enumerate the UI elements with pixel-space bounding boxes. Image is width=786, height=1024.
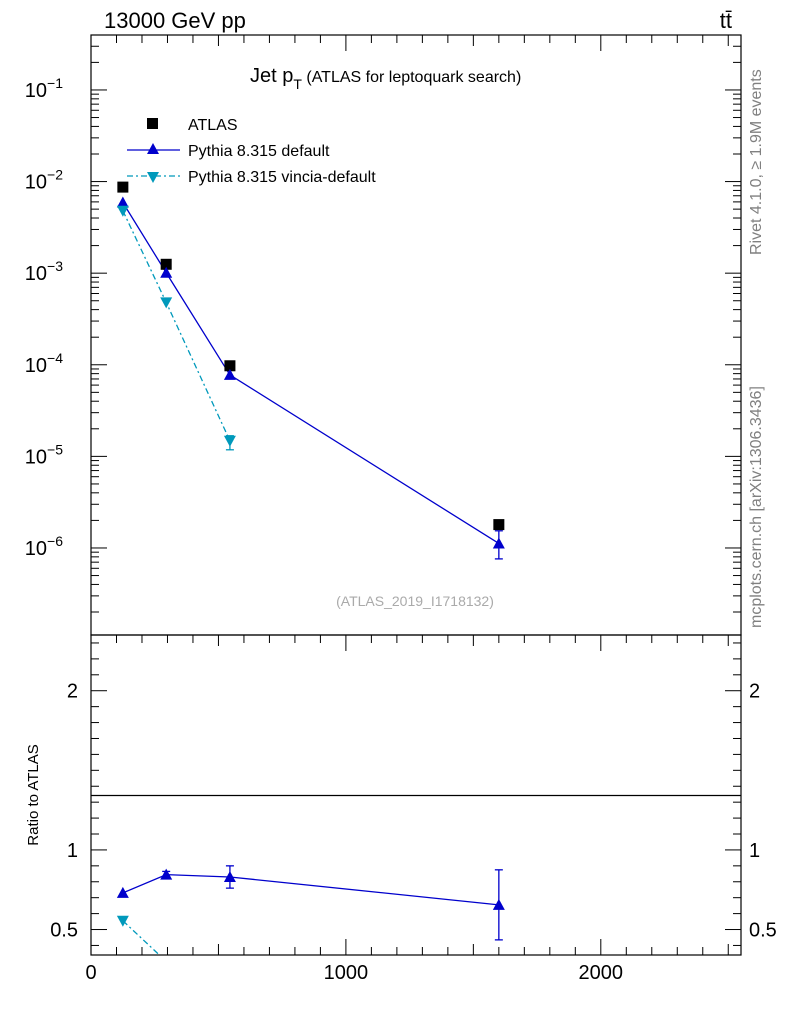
x-tick-label: 1000 [324,962,369,984]
legend-marker-vincia [147,172,159,183]
main-y-tick-label: 10−6 [25,533,63,560]
ratio-default-point [492,898,505,910]
tick-base: 10 [25,80,47,102]
atlas-point [117,181,129,193]
ratio-y-axis-label: Ratio to ATLAS [25,744,42,845]
vincia-point [160,297,173,309]
main-y-tick-label: 10−2 [25,167,63,194]
main-y-tick-label: 10−4 [25,350,63,377]
ratio-vincia-point [116,915,129,927]
tick-exponent: −4 [47,350,63,366]
rivet-version-label: Rivet 4.1.0, ≥ 1.9M events [748,69,765,255]
tick-base: 10 [25,172,47,194]
main-y-tick-label: 10−3 [25,258,63,285]
mcplots-label: mcplots.cern.ch [arXiv:1306.3436] [748,386,765,628]
plot-title: Jet pT (ATLAS for leptoquark search) [250,65,521,92]
ratio-y-tick-label-right: 0.5 [749,920,777,942]
ratio-y-tick-label-right: 1 [749,840,760,862]
ratio-y-tick-label-right: 2 [749,681,760,703]
ratio-data-layer [116,865,505,956]
ratio-default-point [160,868,173,880]
x-tick-label: 2000 [579,962,624,984]
title-rest: (ATLAS for leptoquark search) [302,69,521,86]
ratio-axis-ticks: 0.5 0.5 1 1 2 2 [50,642,777,946]
tick-base: 10 [25,446,47,468]
x-axis-ticks: 0 1000 2000 [85,35,729,984]
vincia-point [223,435,236,447]
series-line-default [122,202,500,545]
x-tick-label: 0 [85,962,96,984]
tick-exponent: −1 [47,75,63,91]
legend-label-default: Pythia 8.315 default [188,143,330,160]
atlas-point [493,519,505,531]
atlas-point [224,360,236,372]
header-energy-label: 13000 GeV pp [104,8,246,33]
ratio-default-point [223,870,236,882]
tick-base: 10 [25,538,47,560]
ratio-default-point [116,886,129,898]
tick-exponent: −5 [47,441,63,457]
default-point [160,266,173,278]
ratio-line-default [122,873,499,906]
default-point [492,537,505,549]
analysis-tag: (ATLAS_2019_I1718132) [336,593,494,609]
legend-label-atlas: ATLAS [188,117,238,134]
vincia-point [116,205,129,217]
legend: ATLAS Pythia 8.315 default Pythia 8.315 … [127,117,376,186]
default-point [223,368,236,380]
tick-base: 10 [25,263,47,285]
legend-marker-atlas [147,118,158,129]
ratio-line-vincia [122,920,160,956]
ratio-y-tick-label-left: 2 [67,681,78,703]
main-data-layer [116,181,505,560]
tick-exponent: −2 [47,167,63,183]
atlas-point [160,258,172,270]
title-main: Jet p [250,65,293,87]
tick-exponent: −3 [47,258,63,274]
tick-exponent: −6 [47,533,63,549]
main-axis-ticks [91,45,741,613]
ratio-y-tick-label-left: 0.5 [50,920,78,942]
legend-marker-default [147,143,159,154]
tick-base: 10 [25,355,47,377]
title-subscript: T [293,76,302,92]
series-line-vincia [122,210,231,442]
header-process-label: tt̄ [720,8,732,33]
main-y-tick-label: 10−5 [25,441,63,468]
ratio-y-tick-label-left: 1 [67,840,78,862]
legend-label-vincia: Pythia 8.315 vincia-default [188,169,376,186]
main-y-tick-label: 10−1 [25,75,63,102]
default-point [116,196,129,208]
main-y-tick-labels: 10−110−210−310−410−510−6 [25,75,63,560]
